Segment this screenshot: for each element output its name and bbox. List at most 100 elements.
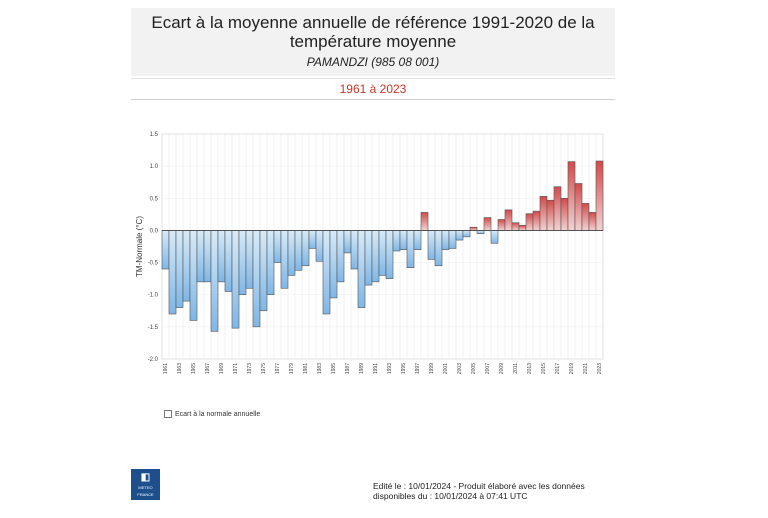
bar-1962 bbox=[168, 230, 177, 315]
bar-2023 bbox=[595, 160, 604, 231]
bar-2008 bbox=[490, 230, 499, 244]
x-tick-label: 1995 bbox=[401, 363, 407, 374]
bar-2005 bbox=[469, 226, 478, 231]
logo-mark-icon: ◧ bbox=[140, 472, 151, 483]
bar-1998 bbox=[420, 212, 429, 231]
bar-1975 bbox=[259, 230, 268, 312]
footer-line2: disponibles du : 10/01/2024 à 07:41 UTC bbox=[373, 491, 528, 501]
bar-1970 bbox=[224, 230, 233, 292]
x-tick-label: 2011 bbox=[513, 363, 519, 374]
legend: Ecart à la normale annuelle bbox=[164, 410, 260, 418]
x-tick-label: 1991 bbox=[373, 363, 379, 374]
x-tick-label: 2005 bbox=[471, 363, 477, 374]
bar-2012 bbox=[518, 224, 527, 231]
y-tick-label: 0.5 bbox=[150, 196, 159, 202]
x-tick-label: 1971 bbox=[233, 363, 239, 374]
bar-1994 bbox=[392, 230, 401, 252]
x-tick-label: 2015 bbox=[541, 363, 547, 374]
bar-2009 bbox=[497, 219, 506, 231]
x-tick-label: 1973 bbox=[247, 363, 253, 374]
footer-line1: Edité le : 10/01/2024 - Produit élaboré … bbox=[373, 481, 585, 491]
x-tick-label: 2013 bbox=[527, 363, 533, 374]
x-tick-label: 1997 bbox=[415, 363, 421, 374]
chart-title-line2: température moyenne bbox=[289, 32, 457, 51]
bar-1961 bbox=[161, 230, 170, 270]
x-tick-label: 2009 bbox=[499, 363, 505, 374]
bar-1989 bbox=[357, 230, 366, 308]
bar-1995 bbox=[399, 230, 408, 251]
chart-title-box: Ecart à la moyenne annuelle de référence… bbox=[131, 8, 615, 76]
bar-2007 bbox=[483, 217, 492, 231]
legend-swatch bbox=[164, 410, 172, 418]
footer-note: Edité le : 10/01/2024 - Produit élaboré … bbox=[373, 481, 585, 501]
bar-1966 bbox=[196, 230, 205, 283]
bar-2002 bbox=[448, 230, 457, 249]
bar-1967 bbox=[203, 230, 212, 283]
station-name: PAMANDZI (985 08 001) bbox=[306, 55, 440, 69]
bar-2022 bbox=[588, 212, 597, 231]
bar-1979 bbox=[287, 230, 296, 276]
bar-2019 bbox=[567, 161, 576, 231]
x-tick-label: 1967 bbox=[205, 363, 211, 374]
bar-1974 bbox=[252, 230, 261, 328]
y-tick-label: 0.0 bbox=[150, 228, 159, 234]
x-tick-label: 1975 bbox=[261, 363, 267, 374]
meteo-france-logo: ◧ METEO FRANCE bbox=[131, 469, 160, 500]
x-tick-label: 1963 bbox=[177, 363, 183, 374]
x-tick-label: 1999 bbox=[429, 363, 435, 374]
bar-1971 bbox=[231, 230, 240, 329]
x-tick-label: 2003 bbox=[457, 363, 463, 374]
bar-1986 bbox=[336, 230, 345, 283]
x-tick-label: 1977 bbox=[275, 363, 281, 374]
y-tick-label: -1.5 bbox=[148, 325, 159, 331]
x-tick-label: 1969 bbox=[219, 363, 225, 374]
y-tick-label: 1.0 bbox=[150, 164, 159, 170]
bar-1990 bbox=[364, 230, 373, 286]
bar-1993 bbox=[385, 230, 394, 279]
y-tick-label: -2.0 bbox=[148, 357, 159, 363]
legend-label: Ecart à la normale annuelle bbox=[175, 410, 261, 418]
bar-2000 bbox=[434, 230, 443, 267]
bar-2003 bbox=[455, 230, 464, 241]
bar-2021 bbox=[581, 203, 590, 231]
x-tick-label: 2017 bbox=[555, 363, 561, 374]
y-tick-label: -0.5 bbox=[148, 261, 159, 267]
logo-text-1: METEO bbox=[138, 485, 153, 490]
bar-1983 bbox=[315, 230, 324, 262]
bar-1988 bbox=[350, 230, 359, 270]
x-tick-label: 1979 bbox=[289, 363, 295, 374]
bar-1992 bbox=[378, 230, 387, 276]
bar-2013 bbox=[525, 213, 534, 231]
bar-2014 bbox=[532, 210, 541, 231]
y-axis-label: TM-Normale (°C) bbox=[135, 216, 144, 277]
bar-1982 bbox=[308, 230, 317, 249]
bar-1978 bbox=[280, 230, 289, 289]
bar-2016 bbox=[546, 199, 555, 231]
bar-1977 bbox=[273, 230, 282, 263]
bar-2015 bbox=[539, 196, 548, 231]
bar-1996 bbox=[406, 230, 415, 269]
bar-1997 bbox=[413, 230, 422, 251]
x-tick-label: 1993 bbox=[387, 363, 393, 374]
bar-2018 bbox=[560, 197, 569, 231]
x-tick-label: 1981 bbox=[303, 363, 309, 374]
bar-1999 bbox=[427, 230, 436, 260]
bar-1965 bbox=[189, 230, 198, 321]
x-tick-label: 1961 bbox=[163, 363, 169, 374]
bar-1976 bbox=[266, 230, 275, 296]
y-tick-label: 1.5 bbox=[150, 132, 159, 138]
bar-2001 bbox=[441, 230, 450, 251]
bar-1985 bbox=[329, 230, 338, 299]
bar-1980 bbox=[294, 230, 303, 271]
bar-2017 bbox=[553, 186, 562, 231]
bar-2011 bbox=[511, 222, 520, 231]
chart-title-line1: Ecart à la moyenne annuelle de référence… bbox=[151, 13, 595, 32]
x-tick-label: 2023 bbox=[597, 363, 603, 374]
bar-1973 bbox=[245, 230, 254, 289]
x-tick-label: 1987 bbox=[345, 363, 351, 374]
x-tick-label: 1989 bbox=[359, 363, 365, 374]
bar-1969 bbox=[217, 230, 226, 283]
x-tick-label: 1983 bbox=[317, 363, 323, 374]
x-tick-label: 1965 bbox=[191, 363, 197, 374]
